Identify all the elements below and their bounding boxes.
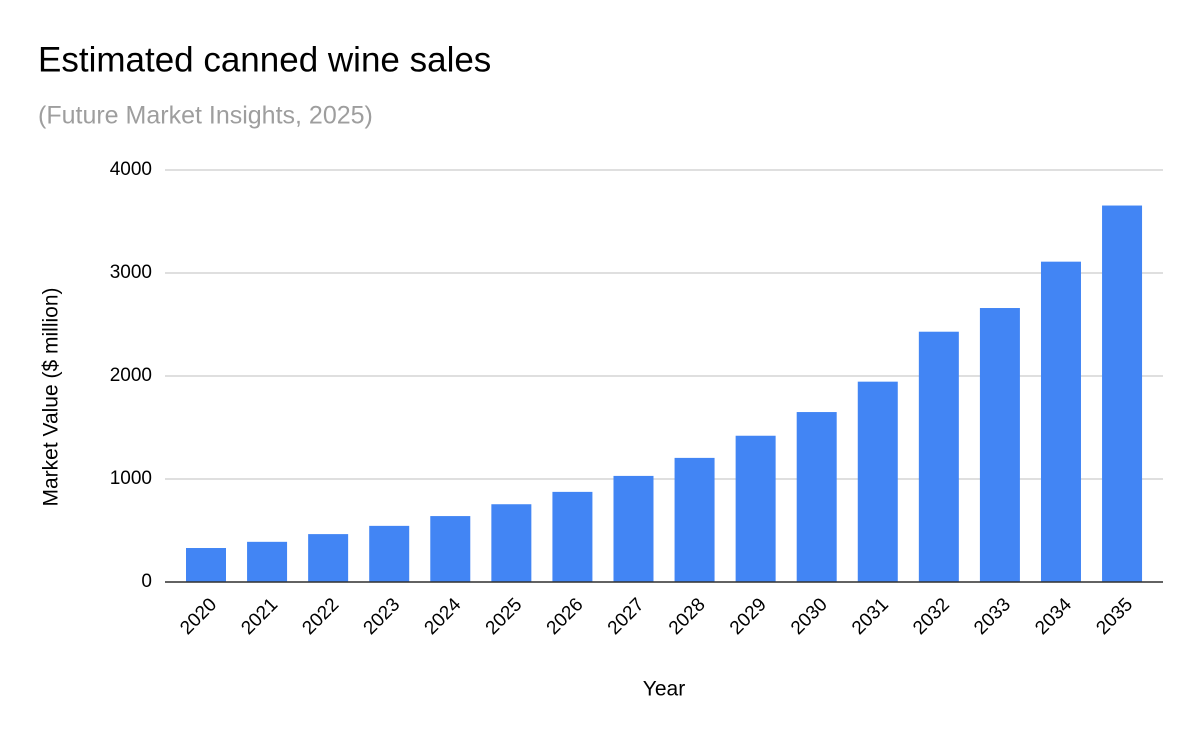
- x-tick-label: 2028: [665, 594, 710, 639]
- bar: [1040, 261, 1081, 582]
- x-tick-label: 2032: [909, 594, 954, 639]
- bar: [918, 331, 959, 582]
- bar: [369, 525, 410, 582]
- x-tick-label: 2030: [787, 594, 832, 639]
- x-tick-label: 2027: [604, 594, 649, 639]
- x-tick-label: 2035: [1092, 594, 1137, 639]
- x-tick-label: 2024: [421, 594, 466, 639]
- y-tick-label: 0: [141, 571, 152, 592]
- y-tick-label: 2000: [110, 365, 152, 386]
- x-tick-label: 2029: [726, 594, 771, 639]
- x-tick-label: 2033: [970, 594, 1015, 639]
- bar: [1102, 205, 1143, 582]
- bar: [979, 308, 1020, 582]
- chart-subtitle: (Future Market Insights, 2025): [38, 102, 373, 130]
- x-tick-label: 2023: [360, 594, 405, 639]
- bar: [247, 541, 288, 582]
- y-tick-label: 1000: [110, 468, 152, 489]
- bar: [491, 504, 532, 582]
- x-tick-label: 2034: [1031, 594, 1076, 639]
- bar: [552, 491, 593, 582]
- y-tick-label: 4000: [110, 159, 152, 180]
- bar: [735, 435, 776, 582]
- bar: [430, 516, 471, 582]
- bar: [308, 534, 349, 582]
- y-tick-label: 3000: [110, 262, 152, 283]
- chart-title: Estimated canned wine sales: [38, 40, 491, 79]
- bar: [674, 457, 715, 582]
- x-tick-label: 2021: [237, 594, 282, 639]
- x-tick-label: 2025: [482, 594, 527, 639]
- bar: [186, 548, 226, 582]
- x-tick-label: 2026: [543, 594, 588, 639]
- bar: [796, 412, 837, 582]
- bar: [613, 475, 654, 582]
- bar: [857, 381, 898, 582]
- x-axis-label: Year: [643, 678, 685, 701]
- x-tick-label: 2022: [298, 594, 343, 639]
- y-axis-label: Market Value ($ million): [40, 287, 63, 506]
- x-tick-label: 2020: [176, 594, 221, 639]
- x-tick-label: 2031: [848, 594, 893, 639]
